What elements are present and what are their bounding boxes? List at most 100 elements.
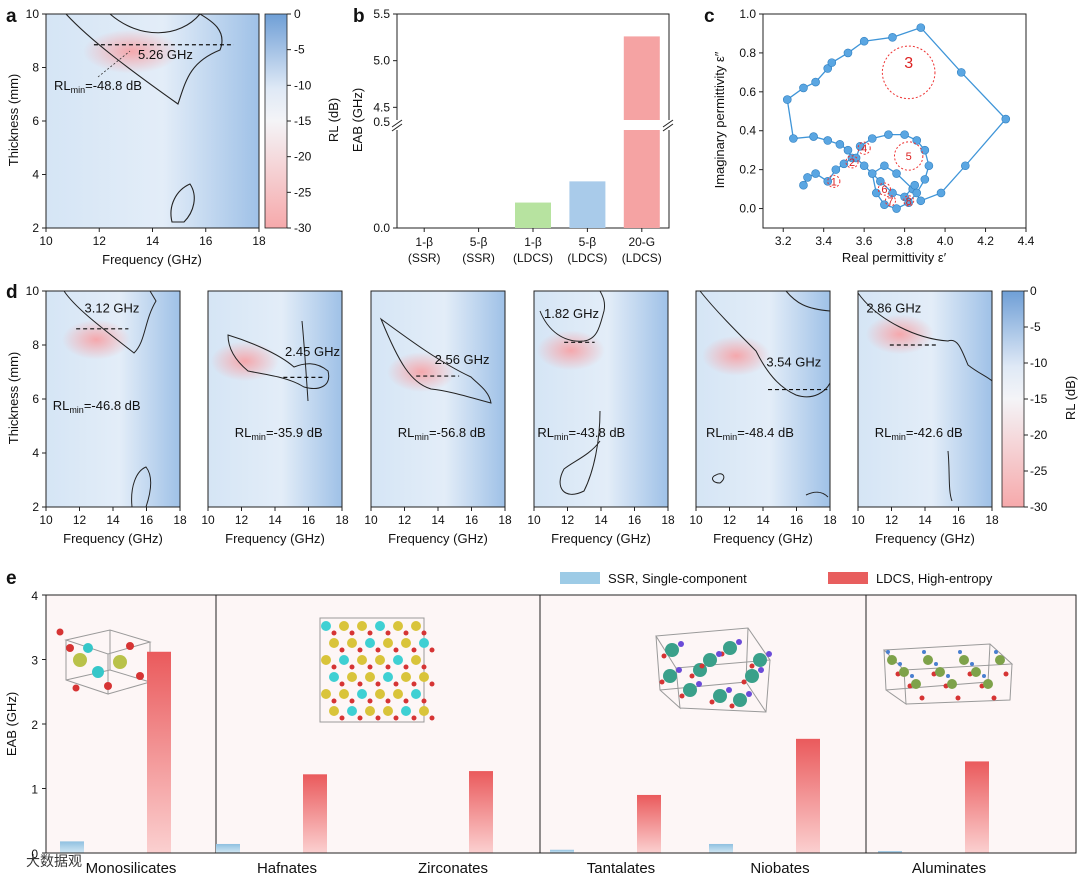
colorbar-d-tick-label: -15 bbox=[1030, 392, 1048, 406]
crystal-atom-oxygen bbox=[331, 698, 337, 704]
crystal-atom-oxygen bbox=[919, 695, 925, 701]
scatter-c-ytick-label: 0.4 bbox=[739, 124, 756, 138]
colorbar-d-tick-label: 0 bbox=[1030, 284, 1037, 298]
heatmap-d-rlmin-text: RLmin=-46.8 dB bbox=[53, 398, 141, 415]
heatmap-d-rlmin-text: RLmin=-48.4 dB bbox=[706, 425, 794, 442]
crystal-atom-oxygen bbox=[411, 647, 417, 653]
heatmap-d-xtick-label: 18 bbox=[823, 513, 837, 527]
crystal-atom-oxygen bbox=[679, 693, 685, 699]
crystal-atom bbox=[375, 689, 385, 699]
crystal-atom-oxygen bbox=[421, 630, 427, 636]
panel-a-heatmap: a 5.26 GHz RLmin=-48.8 dB 10 12 14 16 18 2 4 6… bbox=[6, 6, 341, 267]
heatmap-d-xtick-label: 16 bbox=[465, 513, 479, 527]
scatter-c-ylabel: Imaginary permittivity ε″ bbox=[712, 51, 727, 188]
scatter-c-point bbox=[803, 173, 812, 182]
barchart-b-xtick-line2: (LDCS) bbox=[567, 251, 607, 265]
heatmap-a-xtick-label: 10 bbox=[39, 234, 53, 248]
heatmap-a-xlabel: Frequency (GHz) bbox=[102, 252, 202, 267]
crystal-atom-oxygen bbox=[385, 664, 391, 670]
heatmap-d-xtick-label: 16 bbox=[628, 513, 642, 527]
crystal-atom-oxygen bbox=[339, 647, 345, 653]
barchart-b-ytick-label: 4.5 bbox=[373, 100, 390, 114]
barchart-e-xticks: Monosilicates Hafnates Zirconates Tantalate… bbox=[86, 860, 987, 877]
scatter-c-point bbox=[859, 161, 869, 171]
scatter-c-point bbox=[961, 161, 970, 171]
colorbar-a-tick-label: -25 bbox=[294, 185, 312, 199]
rlmin-label: RL bbox=[706, 425, 723, 440]
barchart-e-background bbox=[46, 595, 1076, 853]
heatmap-d-xlabel: Frequency (GHz) bbox=[875, 531, 975, 546]
heatmap-d-subplot: 1.82 GHz RLmin=-43.8 dB 10 12 14 16 18 Frequenc… bbox=[527, 290, 675, 546]
crystal-atom bbox=[887, 655, 897, 665]
heatmap-d-subplot: 3.12 GHz RLmin=-46.8 dB 10 12 14 16 18 Frequenc… bbox=[26, 284, 187, 546]
heatmap-d-xlabel: Frequency (GHz) bbox=[225, 531, 325, 546]
heatmap-a-contour-lower bbox=[170, 183, 195, 223]
rlmin-value: =-35.9 dB bbox=[266, 425, 323, 440]
heatmap-d-xtick-label: 12 bbox=[73, 513, 87, 527]
scatter-c-xtick-label: 4.4 bbox=[1018, 234, 1035, 248]
barchart-e-bar bbox=[60, 841, 84, 853]
rlmin-sub: min bbox=[414, 432, 429, 442]
crystal-atom-oxygen bbox=[403, 630, 409, 636]
crystal-atom-oxygen bbox=[429, 681, 435, 687]
scatter-c-circle-label: 2 bbox=[849, 157, 855, 169]
barchart-b-xtick-line1: 1-β bbox=[415, 235, 433, 249]
crystal-atom-oxygen bbox=[661, 653, 667, 659]
crystal-atom bbox=[375, 655, 385, 665]
crystal-atom-oxygen bbox=[699, 663, 705, 669]
colorbar-a bbox=[264, 13, 288, 229]
scatter-c-point bbox=[892, 204, 901, 213]
crystal-atom bbox=[911, 679, 921, 689]
heatmap-d-xtick-label: 16 bbox=[302, 513, 316, 527]
crystal-atom-al bbox=[934, 662, 938, 666]
barchart-b-bar bbox=[569, 181, 606, 228]
crystal-atom bbox=[733, 693, 747, 707]
rlmin-sub: min bbox=[723, 432, 738, 442]
heatmap-d-xtick-label: 18 bbox=[661, 513, 675, 527]
legend-label-ldcs: LDCS, High-entropy bbox=[876, 571, 993, 586]
colorbar-d-tick-label: -5 bbox=[1030, 320, 1041, 334]
colorbar-d bbox=[1001, 290, 1025, 508]
scatter-c-yticks: 0.0 0.2 0.4 0.6 0.8 1.0 bbox=[739, 7, 763, 216]
heatmap-d-hotspot bbox=[536, 330, 605, 371]
crystal-atom-al bbox=[970, 662, 974, 666]
crystal-atom-metal bbox=[676, 667, 682, 673]
scatter-c-point bbox=[809, 132, 818, 141]
heatmap-d-ytick-label: 2 bbox=[32, 500, 39, 514]
barchart-b-yticks: 0.0 0.54.5 5.0 5.5 bbox=[373, 7, 397, 235]
crystal-atom bbox=[411, 655, 421, 665]
barchart-e-xtick-label: Tantalates bbox=[587, 860, 655, 877]
heatmap-d-bandwidth-text: 3.54 GHz bbox=[766, 355, 821, 370]
crystal-atom-oxygen bbox=[403, 664, 409, 670]
barchart-b-ytick-label: 0.5 bbox=[373, 115, 390, 129]
scatter-c-point bbox=[789, 134, 798, 143]
heatmap-a-hotspot bbox=[83, 29, 180, 74]
panel-e-label: e bbox=[6, 568, 17, 589]
crystal-atom-oxygen bbox=[991, 695, 997, 701]
scatter-c-xtick-label: 3.8 bbox=[896, 234, 913, 248]
heatmap-a-ytick-label: 2 bbox=[32, 221, 39, 235]
crystal-atom bbox=[329, 638, 339, 648]
scatter-c-circle-label: 7 bbox=[887, 196, 893, 208]
scatter-c-point bbox=[823, 136, 833, 145]
crystal-atom-oxygen bbox=[385, 630, 391, 636]
crystal-atom-oxygen bbox=[367, 698, 373, 704]
crystal-atom-al bbox=[946, 674, 950, 678]
heatmap-d-bandwidth-text: 2.56 GHz bbox=[435, 352, 490, 367]
crystal-atom-metal bbox=[696, 681, 702, 687]
crystal-atom-oxygen bbox=[349, 664, 355, 670]
rlmin-sub: min bbox=[251, 432, 266, 442]
scatter-c-circle bbox=[884, 195, 897, 207]
crystal-atom bbox=[995, 655, 1005, 665]
barchart-b-bar bbox=[515, 202, 551, 228]
scatter-c-point bbox=[855, 141, 865, 151]
scatter-c-xlabel: Real permittivity ε′ bbox=[842, 250, 947, 265]
scatter-c-point bbox=[799, 83, 808, 93]
crystal-atom bbox=[899, 667, 909, 677]
heatmap-d-contour bbox=[63, 290, 157, 508]
scatter-c-point bbox=[900, 192, 909, 202]
scatter-c-xtick-label: 4.2 bbox=[977, 234, 994, 248]
scatter-c-circle bbox=[877, 182, 891, 196]
